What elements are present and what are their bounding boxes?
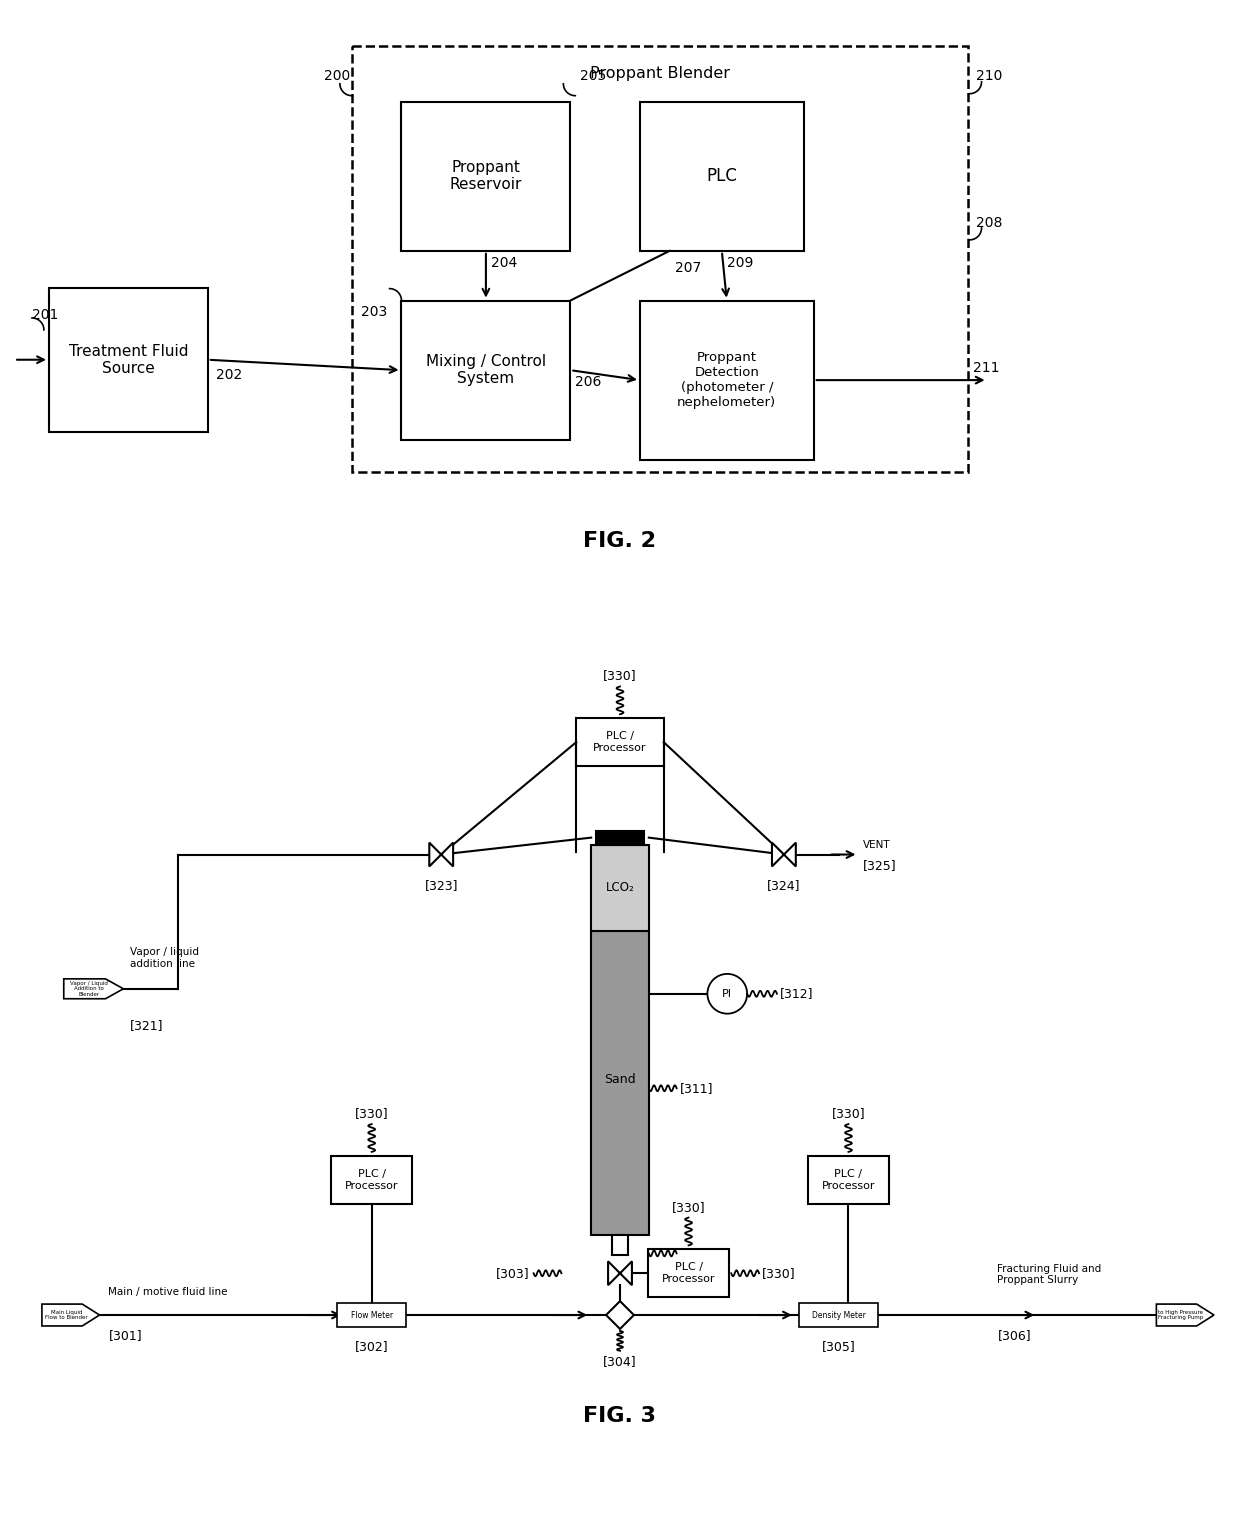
Text: VENT: VENT <box>863 840 892 849</box>
Text: 203: 203 <box>361 306 388 320</box>
Bar <box>807 1157 889 1204</box>
Text: 202: 202 <box>216 368 242 381</box>
Text: [330]: [330] <box>603 669 637 683</box>
Bar <box>596 831 644 844</box>
Text: 210: 210 <box>976 69 1002 83</box>
Text: [330]: [330] <box>355 1107 388 1120</box>
Text: Fracturing Fluid and
Proppant Slurry: Fracturing Fluid and Proppant Slurry <box>997 1264 1101 1286</box>
Circle shape <box>707 974 748 1014</box>
Text: [306]: [306] <box>997 1329 1032 1343</box>
Bar <box>402 300 570 440</box>
Text: Mixing / Control
System: Mixing / Control System <box>425 354 546 386</box>
Text: Treatment Fluid
Source: Treatment Fluid Source <box>68 343 188 375</box>
Text: PLC /
Processor: PLC / Processor <box>345 1169 398 1190</box>
Bar <box>591 844 649 930</box>
Text: 211: 211 <box>972 361 999 375</box>
Bar <box>337 1303 407 1327</box>
Bar <box>352 46 967 472</box>
Text: Main / motive fluid line: Main / motive fluid line <box>108 1287 228 1297</box>
Text: Main Liquid
Flow to Blender: Main Liquid Flow to Blender <box>45 1310 88 1321</box>
Text: Flow Meter: Flow Meter <box>351 1310 393 1320</box>
Bar <box>48 288 208 432</box>
Text: [321]: [321] <box>130 1018 164 1032</box>
Bar <box>799 1303 878 1327</box>
Text: [312]: [312] <box>780 987 813 1000</box>
Bar <box>577 718 663 766</box>
Text: [323]: [323] <box>424 880 458 892</box>
Bar <box>640 300 813 460</box>
Text: 205: 205 <box>580 69 606 83</box>
Text: [311]: [311] <box>680 1081 713 1095</box>
Text: Proppant
Reservoir: Proppant Reservoir <box>450 160 522 192</box>
Text: PLC /
Processor: PLC / Processor <box>593 732 647 754</box>
Text: [330]: [330] <box>763 1267 796 1280</box>
Text: PLC /
Processor: PLC / Processor <box>822 1169 875 1190</box>
Polygon shape <box>63 978 123 998</box>
Text: PLC: PLC <box>707 168 738 185</box>
Text: [305]: [305] <box>822 1340 856 1353</box>
Polygon shape <box>429 843 453 866</box>
Bar <box>647 1249 729 1297</box>
Text: Proppant Blender: Proppant Blender <box>590 66 729 82</box>
Text: [325]: [325] <box>863 860 897 872</box>
Text: [330]: [330] <box>832 1107 866 1120</box>
Text: [324]: [324] <box>768 880 801 892</box>
Bar <box>591 930 649 1235</box>
Polygon shape <box>42 1304 99 1326</box>
Text: Vapor / liquid
addition line: Vapor / liquid addition line <box>130 947 200 969</box>
Text: to High Pressure
Fracturing Pump: to High Pressure Fracturing Pump <box>1158 1310 1204 1321</box>
Text: FIG. 3: FIG. 3 <box>584 1406 656 1426</box>
Text: Density Meter: Density Meter <box>812 1310 866 1320</box>
Text: 209: 209 <box>727 255 753 269</box>
Text: [310]: [310] <box>680 1247 713 1260</box>
Text: PLC /
Processor: PLC / Processor <box>662 1263 715 1284</box>
Text: 208: 208 <box>976 215 1002 231</box>
Text: 207: 207 <box>675 261 701 275</box>
Text: LCO₂: LCO₂ <box>605 881 635 894</box>
Bar <box>640 102 804 251</box>
Polygon shape <box>1157 1304 1214 1326</box>
Text: 200: 200 <box>324 69 350 83</box>
Text: 204: 204 <box>491 255 517 269</box>
Bar <box>331 1157 413 1204</box>
Text: [303]: [303] <box>496 1267 529 1280</box>
Text: 201: 201 <box>32 308 58 321</box>
Text: [301]: [301] <box>108 1329 143 1343</box>
Text: 206: 206 <box>575 375 601 389</box>
Text: [330]: [330] <box>672 1201 706 1213</box>
Bar <box>402 102 570 251</box>
Text: Proppant
Detection
(photometer /
nephelometer): Proppant Detection (photometer / nephelo… <box>677 351 776 409</box>
Text: [302]: [302] <box>355 1340 388 1353</box>
Text: PI: PI <box>722 989 733 998</box>
Polygon shape <box>773 843 796 866</box>
Text: Vapor / Liquid
Addition to
Blender: Vapor / Liquid Addition to Blender <box>71 981 108 997</box>
Text: [304]: [304] <box>603 1355 637 1367</box>
Bar <box>613 1235 627 1255</box>
Text: Sand: Sand <box>604 1072 636 1086</box>
Text: FIG. 2: FIG. 2 <box>584 531 656 551</box>
Polygon shape <box>606 1301 634 1329</box>
Polygon shape <box>608 1261 632 1286</box>
